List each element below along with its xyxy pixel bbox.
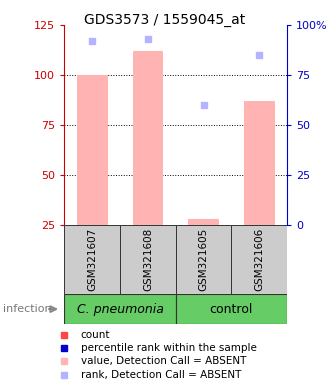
Text: rank, Detection Call = ABSENT: rank, Detection Call = ABSENT bbox=[81, 371, 241, 381]
Bar bbox=[120, 225, 176, 294]
Bar bbox=[188, 218, 219, 225]
Text: GDS3573 / 1559045_at: GDS3573 / 1559045_at bbox=[84, 13, 246, 27]
Bar bbox=[133, 51, 163, 225]
Text: value, Detection Call = ABSENT: value, Detection Call = ABSENT bbox=[81, 356, 246, 366]
Bar bbox=[231, 225, 287, 294]
Text: GSM321608: GSM321608 bbox=[143, 228, 153, 291]
Text: count: count bbox=[81, 330, 110, 340]
Text: GSM321605: GSM321605 bbox=[199, 228, 209, 291]
Text: GSM321607: GSM321607 bbox=[87, 228, 97, 291]
Bar bbox=[176, 225, 231, 294]
Text: control: control bbox=[210, 303, 253, 316]
Text: GSM321606: GSM321606 bbox=[254, 228, 264, 291]
Bar bbox=[64, 225, 120, 294]
Text: percentile rank within the sample: percentile rank within the sample bbox=[81, 343, 257, 353]
Bar bbox=[77, 75, 108, 225]
Text: C. pneumonia: C. pneumonia bbox=[77, 303, 163, 316]
Text: infection: infection bbox=[3, 304, 52, 314]
Bar bbox=[244, 101, 275, 225]
Bar bbox=[64, 294, 176, 324]
Bar bbox=[176, 294, 287, 324]
